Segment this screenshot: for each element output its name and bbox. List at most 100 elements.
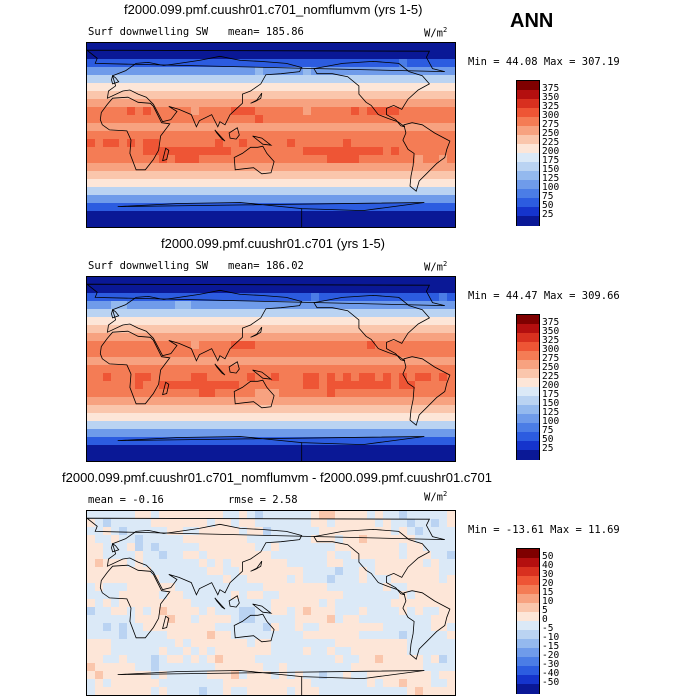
field-cell xyxy=(231,333,240,342)
field-cell xyxy=(391,429,400,438)
field-cell xyxy=(303,599,312,608)
field-cell xyxy=(151,203,160,212)
field-cell xyxy=(231,325,240,334)
field-cell xyxy=(375,179,384,188)
field-cell xyxy=(199,591,208,600)
field-cell xyxy=(407,139,416,148)
field-cell xyxy=(239,341,248,350)
field-cell xyxy=(279,155,288,164)
field-cell xyxy=(103,67,112,76)
field-cell xyxy=(335,179,344,188)
colorbar-swatch xyxy=(517,360,539,370)
field-cell xyxy=(239,583,248,592)
field-cell xyxy=(327,639,336,648)
field-cell xyxy=(359,99,368,108)
field-cell xyxy=(399,413,408,422)
field-cell xyxy=(183,179,192,188)
field-cell xyxy=(263,599,272,608)
field-cell xyxy=(287,293,296,302)
field-cell xyxy=(423,211,432,220)
field-cell xyxy=(439,567,448,576)
field-cell xyxy=(415,575,424,584)
field-cell xyxy=(183,277,192,286)
field-cell xyxy=(271,429,280,438)
field-cell xyxy=(271,591,280,600)
field-cell xyxy=(303,365,312,374)
field-cell xyxy=(415,615,424,624)
field-cell xyxy=(319,333,328,342)
field-cell xyxy=(287,75,296,84)
field-cell xyxy=(391,623,400,632)
field-cell xyxy=(127,131,136,140)
field-cell xyxy=(295,575,304,584)
field-cell xyxy=(335,639,344,648)
field-cell xyxy=(127,453,136,461)
field-cell xyxy=(391,211,400,220)
field-cell xyxy=(375,333,384,342)
field-cell xyxy=(263,317,272,326)
field-cell xyxy=(279,365,288,374)
field-cell xyxy=(447,671,455,680)
field-cell xyxy=(415,91,424,100)
field-cell xyxy=(143,187,152,196)
field-cell xyxy=(343,195,352,204)
field-cell xyxy=(247,397,256,406)
field-cell xyxy=(383,325,392,334)
field-cell xyxy=(103,551,112,560)
field-cell xyxy=(103,43,112,52)
field-cell xyxy=(119,453,128,461)
coastline xyxy=(228,127,240,140)
field-cell xyxy=(191,453,200,461)
field-cell xyxy=(351,51,360,60)
field-cell xyxy=(407,599,416,608)
field-cell xyxy=(183,671,192,680)
field-cell xyxy=(391,543,400,552)
field-cell xyxy=(367,655,376,664)
field-cell xyxy=(391,567,400,576)
field-cell xyxy=(319,277,328,286)
field-cell xyxy=(351,421,360,430)
field-cell xyxy=(407,631,416,640)
field-cell xyxy=(183,357,192,366)
field-cell xyxy=(239,131,248,140)
field-cell xyxy=(255,623,264,632)
field-cell xyxy=(383,599,392,608)
field-cell xyxy=(391,75,400,84)
colorbar-swatch xyxy=(517,108,539,118)
field-cell xyxy=(287,623,296,632)
field-cell xyxy=(103,203,112,212)
field-cell xyxy=(439,551,448,560)
field-cell xyxy=(327,687,336,695)
field-cell xyxy=(343,349,352,358)
field-cell xyxy=(391,535,400,544)
field-cell xyxy=(351,219,360,227)
field-cell xyxy=(383,91,392,100)
field-cell xyxy=(335,647,344,656)
field-cell xyxy=(239,171,248,180)
field-cell xyxy=(239,615,248,624)
field-cell xyxy=(151,99,160,108)
field-cell xyxy=(383,535,392,544)
field-cell xyxy=(167,333,176,342)
field-cell xyxy=(111,599,120,608)
field-cell xyxy=(183,83,192,92)
field-cell xyxy=(167,413,176,422)
field-cell xyxy=(359,453,368,461)
field-cell xyxy=(223,413,232,422)
field-cell xyxy=(175,131,184,140)
field-cell xyxy=(295,51,304,60)
field-cell xyxy=(127,527,136,536)
field-cell xyxy=(247,349,256,358)
field-cell xyxy=(167,277,176,286)
field-cell xyxy=(215,219,224,227)
field-cell xyxy=(359,325,368,334)
field-cell xyxy=(383,277,392,286)
field-cell xyxy=(343,277,352,286)
field-cell xyxy=(151,67,160,76)
field-cell xyxy=(415,655,424,664)
field-cell xyxy=(431,445,440,454)
field-cell xyxy=(103,599,112,608)
field-cell xyxy=(447,357,455,366)
mean-label: mean= 185.86 xyxy=(228,26,304,38)
field-cell xyxy=(175,639,184,648)
